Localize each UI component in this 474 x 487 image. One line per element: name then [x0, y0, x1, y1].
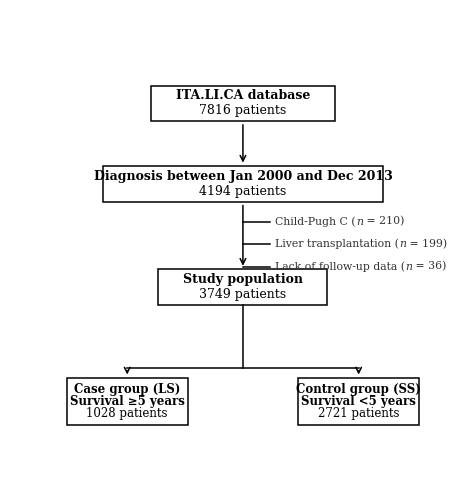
Text: Lack of follow-up data (: Lack of follow-up data ( [275, 262, 405, 272]
Text: Survival <5 years: Survival <5 years [301, 395, 416, 408]
FancyBboxPatch shape [298, 378, 419, 425]
FancyBboxPatch shape [103, 166, 383, 202]
Text: 7816 patients: 7816 patients [199, 104, 287, 117]
Text: = 199): = 199) [406, 239, 447, 249]
Text: 1028 patients: 1028 patients [86, 408, 168, 420]
Text: Survival ≥5 years: Survival ≥5 years [70, 395, 185, 408]
Text: 2721 patients: 2721 patients [318, 408, 400, 420]
Text: Liver transplantation (: Liver transplantation ( [275, 239, 399, 249]
Text: Case group (LS): Case group (LS) [74, 383, 181, 395]
Text: Diagnosis between Jan 2000 and Dec 2013: Diagnosis between Jan 2000 and Dec 2013 [93, 170, 392, 183]
Text: Control group (SS): Control group (SS) [296, 383, 421, 395]
FancyBboxPatch shape [151, 86, 335, 121]
Text: n: n [405, 262, 412, 272]
Text: ITA.LI.CA database: ITA.LI.CA database [176, 90, 310, 102]
Text: = 36): = 36) [412, 262, 447, 272]
FancyBboxPatch shape [66, 378, 188, 425]
Text: 3749 patients: 3749 patients [200, 288, 286, 301]
Text: 4194 patients: 4194 patients [199, 185, 287, 198]
Text: Child-Pugh C (: Child-Pugh C ( [275, 216, 356, 227]
Text: n: n [356, 217, 363, 226]
Text: = 210): = 210) [363, 216, 404, 227]
Text: Study population: Study population [183, 273, 303, 286]
FancyBboxPatch shape [158, 269, 328, 305]
Text: n: n [399, 239, 406, 249]
